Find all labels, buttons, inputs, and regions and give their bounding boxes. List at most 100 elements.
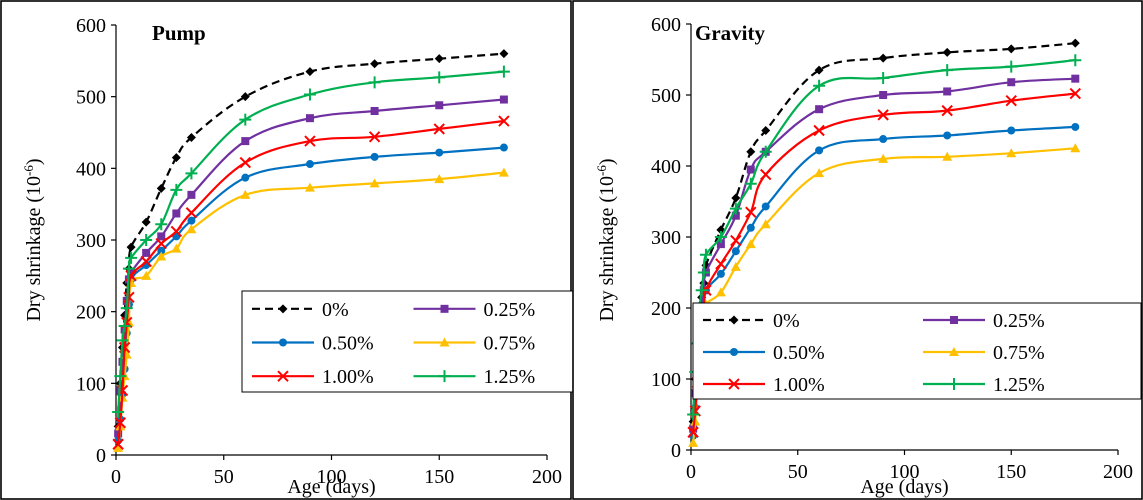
- data-point: [127, 268, 136, 277]
- data-point: [730, 261, 741, 271]
- x-axis-label: Age (days): [860, 476, 948, 498]
- data-point: [303, 88, 316, 101]
- data-point: [695, 284, 708, 297]
- data-point: [369, 178, 380, 188]
- data-point: [187, 190, 196, 199]
- data-point: [239, 156, 252, 169]
- data-point: [729, 202, 742, 215]
- y-axis-label: Dry shrinkage (10-6): [21, 158, 46, 321]
- data-point: [170, 225, 183, 238]
- legend-label: 0.75%: [993, 342, 1045, 364]
- y-tick-label: 500: [651, 85, 681, 107]
- legend-label: 0.75%: [484, 333, 536, 355]
- legend-marker: [950, 316, 958, 324]
- x-tick-label: 150: [424, 466, 454, 488]
- x-tick-label: 100: [317, 466, 347, 488]
- data-point: [142, 248, 151, 257]
- data-point: [1070, 38, 1080, 48]
- data-point: [171, 153, 181, 163]
- data-point: [370, 152, 379, 161]
- data-point: [240, 189, 251, 199]
- legend-label: 0.25%: [993, 310, 1045, 332]
- series-125: [112, 65, 510, 418]
- x-tick-label: 150: [996, 461, 1026, 483]
- data-point: [120, 302, 133, 315]
- panel-border: [0, 0, 572, 500]
- data-point: [745, 239, 756, 249]
- data-point: [113, 442, 124, 452]
- data-point: [125, 251, 138, 264]
- data-point: [499, 95, 508, 104]
- data-point: [433, 71, 446, 84]
- data-point: [140, 234, 153, 246]
- y-tick-label: 500: [76, 87, 106, 109]
- y-tick-label: 0: [96, 445, 106, 467]
- data-point: [112, 438, 124, 450]
- data-point: [368, 76, 381, 89]
- x-tick-label: 50: [788, 461, 808, 483]
- data-point: [140, 255, 152, 268]
- data-point: [304, 135, 316, 147]
- data-point: [731, 193, 741, 203]
- data-point: [941, 104, 953, 117]
- data-point: [941, 64, 954, 77]
- data-point: [185, 207, 198, 219]
- data-point: [118, 357, 127, 366]
- data-point: [157, 232, 166, 241]
- data-point: [434, 54, 444, 64]
- data-point: [118, 320, 131, 332]
- data-point: [942, 47, 952, 57]
- data-point: [172, 209, 181, 218]
- data-point: [155, 218, 168, 231]
- legend-marker: [729, 315, 739, 325]
- data-point: [305, 114, 314, 123]
- panel-border: [572, 0, 1143, 500]
- data-point: [433, 123, 445, 135]
- chart-title: Gravity: [695, 21, 765, 45]
- data-point: [746, 223, 755, 232]
- legend-label: 0%: [322, 299, 349, 321]
- legend-label: 0.25%: [484, 299, 536, 321]
- legend-marker: [277, 370, 289, 382]
- data-point: [687, 426, 699, 438]
- data-point: [370, 59, 380, 69]
- data-point: [942, 151, 953, 161]
- data-point: [760, 168, 772, 181]
- legend-label: 1.25%: [484, 366, 536, 388]
- x-tick-label: 0: [111, 466, 121, 488]
- data-point: [305, 160, 314, 169]
- chart-panel-1: 0 100 200 300 400 500 600 0 50 100 150 200 Age (days…: [0, 0, 574, 500]
- data-point: [1007, 126, 1016, 135]
- data-point: [813, 79, 826, 92]
- chart-title: Pump: [152, 21, 206, 45]
- legend-label: 0%: [773, 310, 800, 332]
- data-point: [112, 406, 125, 418]
- data-point: [731, 247, 740, 256]
- data-point: [187, 216, 196, 225]
- data-point: [814, 65, 824, 75]
- data-point: [239, 113, 252, 126]
- data-point: [878, 153, 889, 163]
- data-point: [499, 143, 508, 152]
- y-tick-label: 600: [651, 14, 681, 36]
- data-point: [498, 115, 510, 127]
- data-point: [1071, 74, 1080, 83]
- x-tick-label: 200: [1103, 461, 1133, 483]
- data-point: [879, 91, 888, 99]
- y-tick-label: 300: [651, 227, 681, 249]
- y-tick-label: 600: [76, 15, 106, 37]
- data-point: [699, 248, 712, 261]
- data-point: [141, 217, 151, 227]
- data-point: [761, 202, 770, 211]
- data-point: [746, 165, 755, 174]
- data-point: [497, 65, 510, 78]
- y-tick-label: 200: [76, 302, 106, 324]
- data-point: [746, 147, 756, 157]
- data-point: [943, 87, 952, 96]
- y-tick-label: 100: [651, 369, 681, 391]
- legend-marker: [438, 370, 451, 383]
- y-tick-label: 0: [671, 440, 681, 462]
- data-point: [241, 137, 250, 146]
- data-point: [731, 211, 740, 220]
